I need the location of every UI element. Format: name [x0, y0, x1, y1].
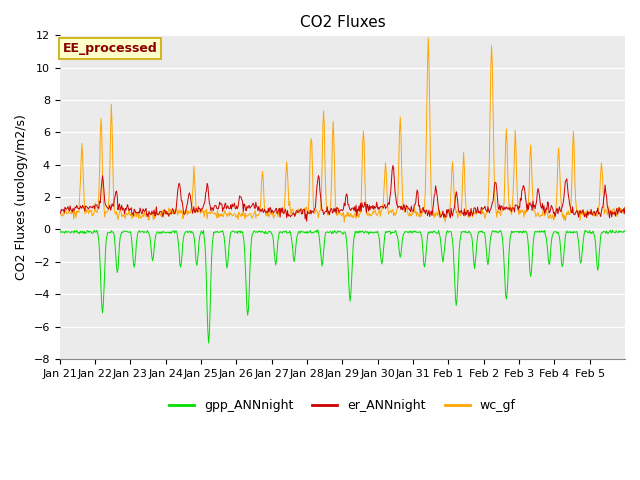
Legend: gpp_ANNnight, er_ANNnight, wc_gf: gpp_ANNnight, er_ANNnight, wc_gf [164, 395, 520, 418]
Title: CO2 Fluxes: CO2 Fluxes [300, 15, 385, 30]
Y-axis label: CO2 Fluxes (urology/m2/s): CO2 Fluxes (urology/m2/s) [15, 114, 28, 280]
Text: EE_processed: EE_processed [63, 42, 157, 55]
